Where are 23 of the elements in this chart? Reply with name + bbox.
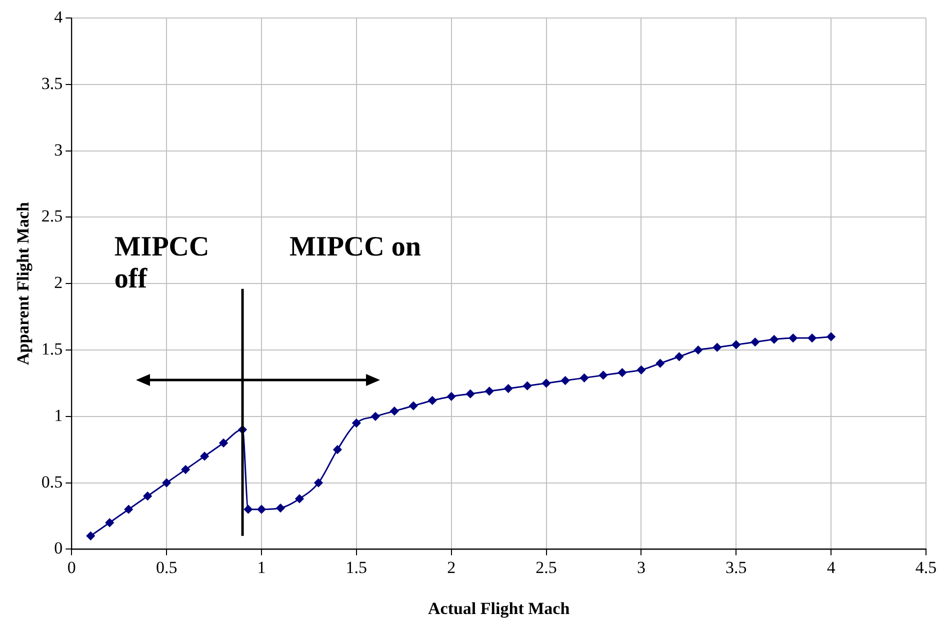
y-tick-label: 0 — [54, 538, 63, 558]
x-tick-label: 4.5 — [915, 558, 937, 577]
y-tick-label: 0.5 — [41, 472, 63, 492]
x-tick-label: 1.5 — [346, 558, 368, 577]
y-tick-label: 1.5 — [41, 339, 63, 358]
y-tick-label: 4 — [54, 7, 64, 26]
x-tick-label: 3 — [636, 558, 646, 577]
y-tick-label: 3 — [54, 140, 63, 160]
annotation: MIPCC off — [114, 231, 210, 294]
y-tick-label: 1 — [54, 406, 63, 425]
y-axis-title: Apparent Flight Mach — [14, 202, 33, 366]
x-tick-label: 3.5 — [726, 558, 747, 577]
x-tick-label: 1 — [257, 558, 266, 577]
x-tick-label: 2 — [447, 558, 456, 577]
y-tick-label: 3.5 — [41, 74, 63, 93]
y-tick-label: 2.5 — [41, 206, 63, 226]
x-tick-label: 4 — [826, 558, 836, 577]
x-axis-title: Actual Flight Mach — [428, 599, 570, 618]
annotation: MIPCC on — [290, 231, 422, 262]
x-tick-label: 2.5 — [536, 558, 557, 577]
x-tick-label: 0 — [67, 558, 76, 577]
y-tick-label: 2 — [54, 273, 63, 292]
x-tick-label: 0.5 — [156, 558, 178, 577]
